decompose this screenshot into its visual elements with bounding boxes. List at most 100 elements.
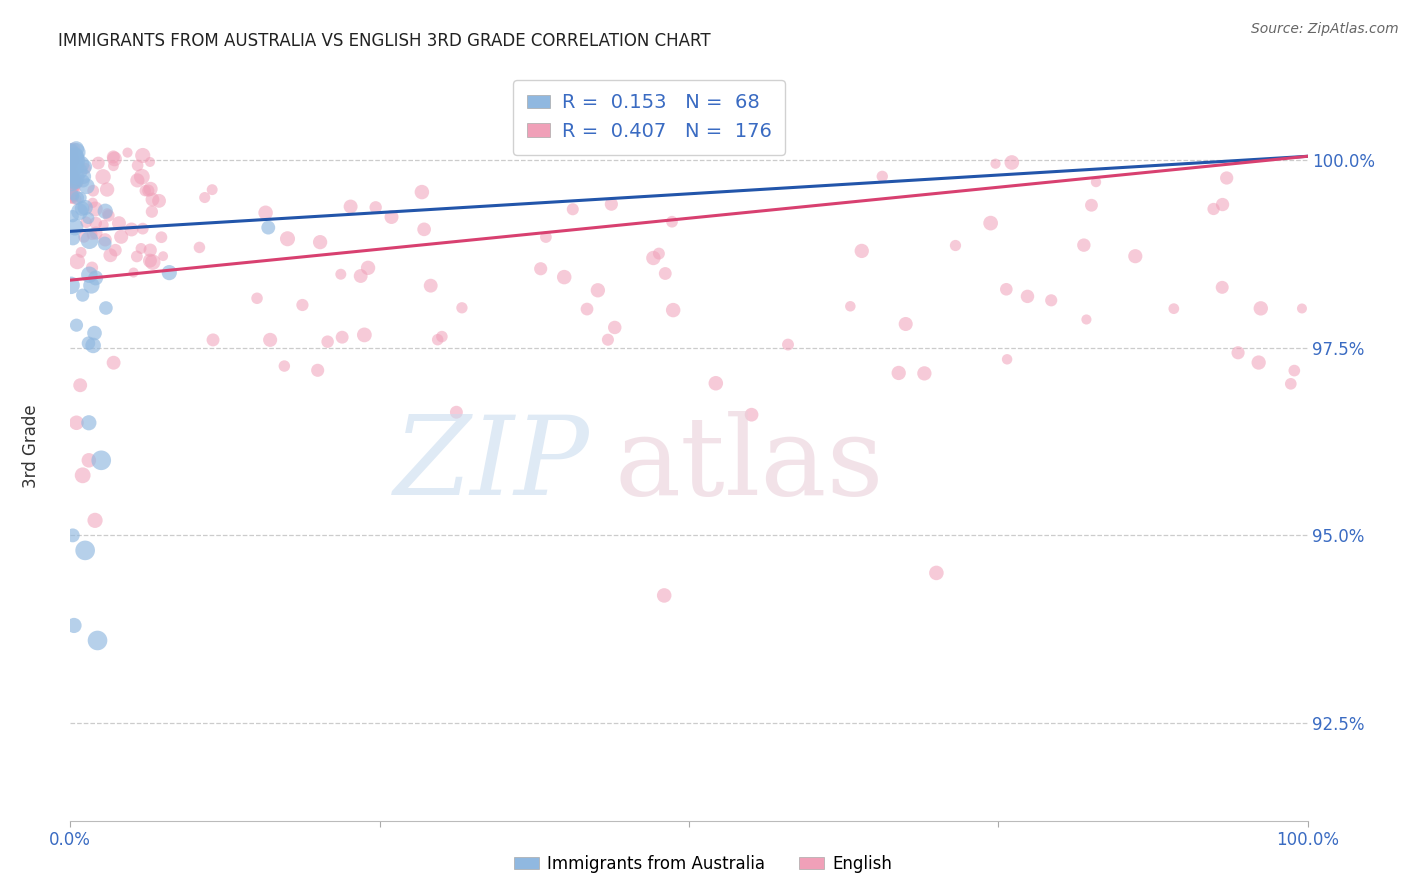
Point bbox=[139, 182, 162, 196]
Point bbox=[75, 161, 97, 176]
Point bbox=[357, 260, 380, 275]
Point bbox=[662, 303, 685, 318]
Point bbox=[66, 254, 89, 268]
Point bbox=[82, 195, 104, 210]
Point bbox=[66, 170, 89, 185]
Point bbox=[1017, 289, 1039, 303]
Point bbox=[82, 184, 104, 198]
Point bbox=[93, 218, 115, 232]
Point bbox=[75, 201, 97, 215]
Point bbox=[576, 301, 599, 316]
Point bbox=[60, 190, 83, 204]
Point bbox=[273, 359, 295, 373]
Point bbox=[103, 356, 125, 370]
Point bbox=[776, 337, 799, 351]
Point bbox=[65, 192, 87, 206]
Point bbox=[80, 260, 103, 275]
Point bbox=[117, 145, 139, 160]
Point bbox=[80, 278, 103, 293]
Point bbox=[60, 156, 83, 170]
Point bbox=[90, 453, 112, 467]
Point bbox=[86, 633, 108, 648]
Point bbox=[94, 301, 117, 315]
Point bbox=[925, 566, 948, 580]
Point bbox=[69, 378, 91, 392]
Legend: Immigrants from Australia, English: Immigrants from Australia, English bbox=[508, 848, 898, 880]
Point bbox=[307, 363, 329, 377]
Point bbox=[62, 161, 84, 175]
Point bbox=[139, 253, 162, 268]
Point bbox=[411, 185, 433, 199]
Point bbox=[76, 179, 98, 194]
Text: IMMIGRANTS FROM AUSTRALIA VS ENGLISH 3RD GRADE CORRELATION CHART: IMMIGRANTS FROM AUSTRALIA VS ENGLISH 3RD… bbox=[58, 32, 710, 50]
Point bbox=[62, 182, 84, 196]
Point bbox=[121, 222, 143, 236]
Point bbox=[80, 227, 103, 242]
Point bbox=[65, 145, 87, 160]
Point bbox=[110, 229, 132, 244]
Point bbox=[1040, 293, 1063, 308]
Point bbox=[96, 206, 118, 220]
Point bbox=[995, 352, 1018, 367]
Point bbox=[851, 244, 873, 258]
Point bbox=[1212, 197, 1234, 211]
Point bbox=[329, 267, 352, 281]
Point bbox=[534, 230, 557, 244]
Point bbox=[152, 249, 174, 263]
Point bbox=[108, 216, 131, 230]
Point bbox=[648, 246, 671, 260]
Point bbox=[586, 283, 609, 297]
Point bbox=[72, 169, 94, 184]
Point bbox=[259, 333, 281, 347]
Point bbox=[72, 288, 94, 302]
Point bbox=[134, 184, 156, 198]
Point bbox=[316, 334, 339, 349]
Point bbox=[643, 251, 665, 265]
Point bbox=[65, 416, 87, 430]
Point bbox=[60, 148, 83, 162]
Point bbox=[104, 243, 127, 257]
Point bbox=[596, 333, 619, 347]
Point bbox=[98, 248, 121, 262]
Text: ZIP: ZIP bbox=[394, 410, 591, 518]
Point bbox=[945, 238, 967, 252]
Point bbox=[1163, 301, 1185, 316]
Point bbox=[353, 327, 375, 342]
Text: atlas: atlas bbox=[614, 411, 884, 517]
Point bbox=[132, 221, 155, 235]
Point bbox=[257, 220, 280, 235]
Point bbox=[62, 162, 84, 177]
Point bbox=[84, 271, 107, 285]
Point bbox=[65, 142, 87, 156]
Point bbox=[73, 230, 96, 244]
Point bbox=[1001, 155, 1024, 169]
Point bbox=[60, 189, 83, 203]
Point bbox=[62, 152, 84, 166]
Point bbox=[426, 333, 449, 347]
Point bbox=[419, 278, 441, 293]
Point bbox=[77, 416, 100, 430]
Point bbox=[84, 226, 107, 240]
Point bbox=[83, 326, 105, 340]
Point bbox=[70, 245, 93, 260]
Point bbox=[980, 216, 1002, 230]
Point bbox=[652, 589, 675, 603]
Point bbox=[1080, 198, 1102, 212]
Point bbox=[188, 240, 211, 254]
Point bbox=[84, 202, 107, 216]
Point bbox=[60, 164, 83, 178]
Point bbox=[66, 191, 89, 205]
Point bbox=[446, 405, 468, 419]
Point bbox=[62, 147, 84, 161]
Point bbox=[63, 151, 86, 165]
Point bbox=[553, 270, 575, 285]
Point bbox=[70, 191, 93, 205]
Point bbox=[63, 142, 86, 156]
Point bbox=[839, 299, 862, 313]
Point bbox=[741, 408, 763, 422]
Point bbox=[1227, 345, 1250, 359]
Point bbox=[60, 151, 83, 165]
Point bbox=[62, 178, 84, 193]
Point bbox=[1291, 301, 1313, 316]
Point bbox=[79, 233, 101, 247]
